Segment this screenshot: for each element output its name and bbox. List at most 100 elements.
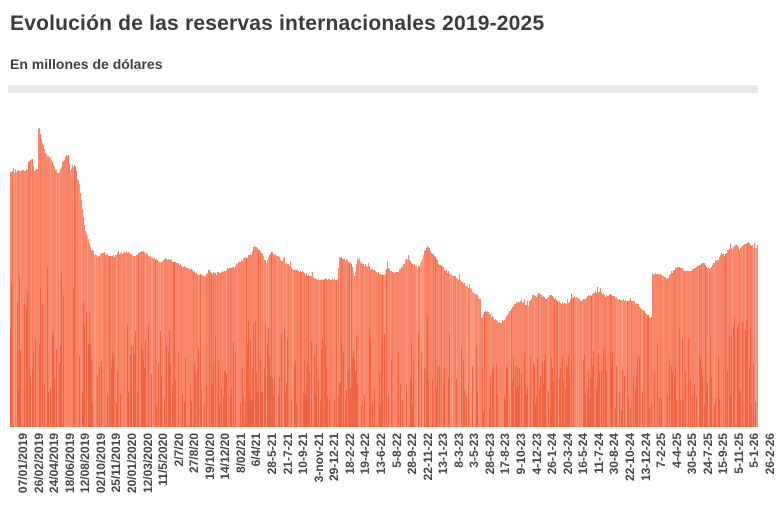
bar [652, 274, 653, 427]
bar [64, 160, 65, 427]
bar [509, 311, 510, 427]
bar [695, 268, 696, 427]
bar [354, 276, 355, 427]
bar [633, 301, 634, 427]
bar [244, 258, 245, 427]
bar [327, 280, 328, 427]
x-axis-label: 11/5/2020 [156, 433, 171, 486]
bar [120, 253, 121, 427]
bar [753, 248, 754, 427]
bar [97, 257, 98, 427]
bar [144, 252, 145, 427]
bar [119, 254, 120, 427]
bar [81, 200, 82, 427]
bar [748, 242, 749, 427]
bar [492, 316, 493, 427]
bar [311, 276, 312, 427]
bar [158, 261, 159, 427]
bar [626, 301, 627, 427]
bar [570, 299, 571, 427]
bar [507, 315, 508, 427]
bar [203, 276, 204, 427]
bar [434, 256, 435, 427]
bar [587, 296, 588, 427]
bar [595, 291, 596, 427]
bar [379, 274, 380, 427]
bar [741, 247, 742, 427]
x-axis-label: 3-nov-21 [311, 433, 326, 483]
bar [542, 297, 543, 427]
bar [312, 272, 313, 427]
bar [139, 253, 140, 427]
bar [756, 248, 757, 427]
x-axis-label: 28-9-22 [405, 433, 420, 475]
bar [142, 252, 143, 427]
bar [425, 250, 426, 427]
bar [603, 294, 604, 427]
bar [371, 269, 372, 427]
bar [146, 253, 147, 427]
x-axis-label: 4-4-25 [669, 433, 684, 468]
bar [292, 269, 293, 427]
bar [212, 274, 213, 427]
bar [567, 299, 568, 427]
bar [30, 160, 31, 427]
bar [733, 247, 734, 427]
bar [662, 276, 663, 427]
chart-title: Evolución de las reservas internacionale… [10, 12, 545, 35]
bar [498, 323, 499, 427]
bar [255, 247, 256, 427]
bar [560, 303, 561, 427]
bar [308, 275, 309, 427]
bar [71, 169, 72, 427]
bar [494, 320, 495, 427]
bar [269, 255, 270, 427]
bar [279, 257, 280, 427]
bar [138, 253, 139, 427]
bar [735, 245, 736, 427]
bar [44, 149, 45, 427]
bar [464, 283, 465, 427]
bar [553, 297, 554, 427]
bar [140, 252, 141, 427]
x-axis-label: 26/02/2019 [31, 433, 46, 494]
bar [719, 257, 720, 427]
bar [534, 295, 535, 427]
bar [254, 246, 255, 427]
bar [589, 296, 590, 427]
bar [615, 298, 616, 427]
bar [26, 169, 27, 427]
bar [668, 278, 669, 427]
bar [159, 262, 160, 427]
bar [472, 292, 473, 427]
bar [251, 255, 252, 427]
bar [729, 249, 730, 427]
bar [357, 258, 358, 427]
bar [70, 171, 71, 427]
bar [359, 258, 360, 427]
bar [198, 274, 199, 427]
bar [369, 267, 370, 427]
bar [15, 169, 16, 427]
bar [495, 319, 496, 427]
bar [410, 261, 411, 427]
bar [726, 253, 727, 427]
bar [278, 256, 279, 427]
bar [285, 264, 286, 427]
bar [432, 254, 433, 427]
x-axis-label: 27/8/20 [187, 433, 202, 474]
bar [200, 274, 201, 427]
x-axis-label: 30-8-24 [607, 433, 622, 475]
bar [338, 268, 339, 427]
bar [276, 256, 277, 427]
bar [592, 294, 593, 427]
bar [170, 259, 171, 427]
bar [441, 266, 442, 427]
bar [24, 171, 25, 427]
bar [676, 268, 677, 427]
bar [723, 254, 724, 427]
bar [342, 259, 343, 427]
bar [178, 263, 179, 427]
bar [675, 268, 676, 427]
bar [324, 279, 325, 427]
